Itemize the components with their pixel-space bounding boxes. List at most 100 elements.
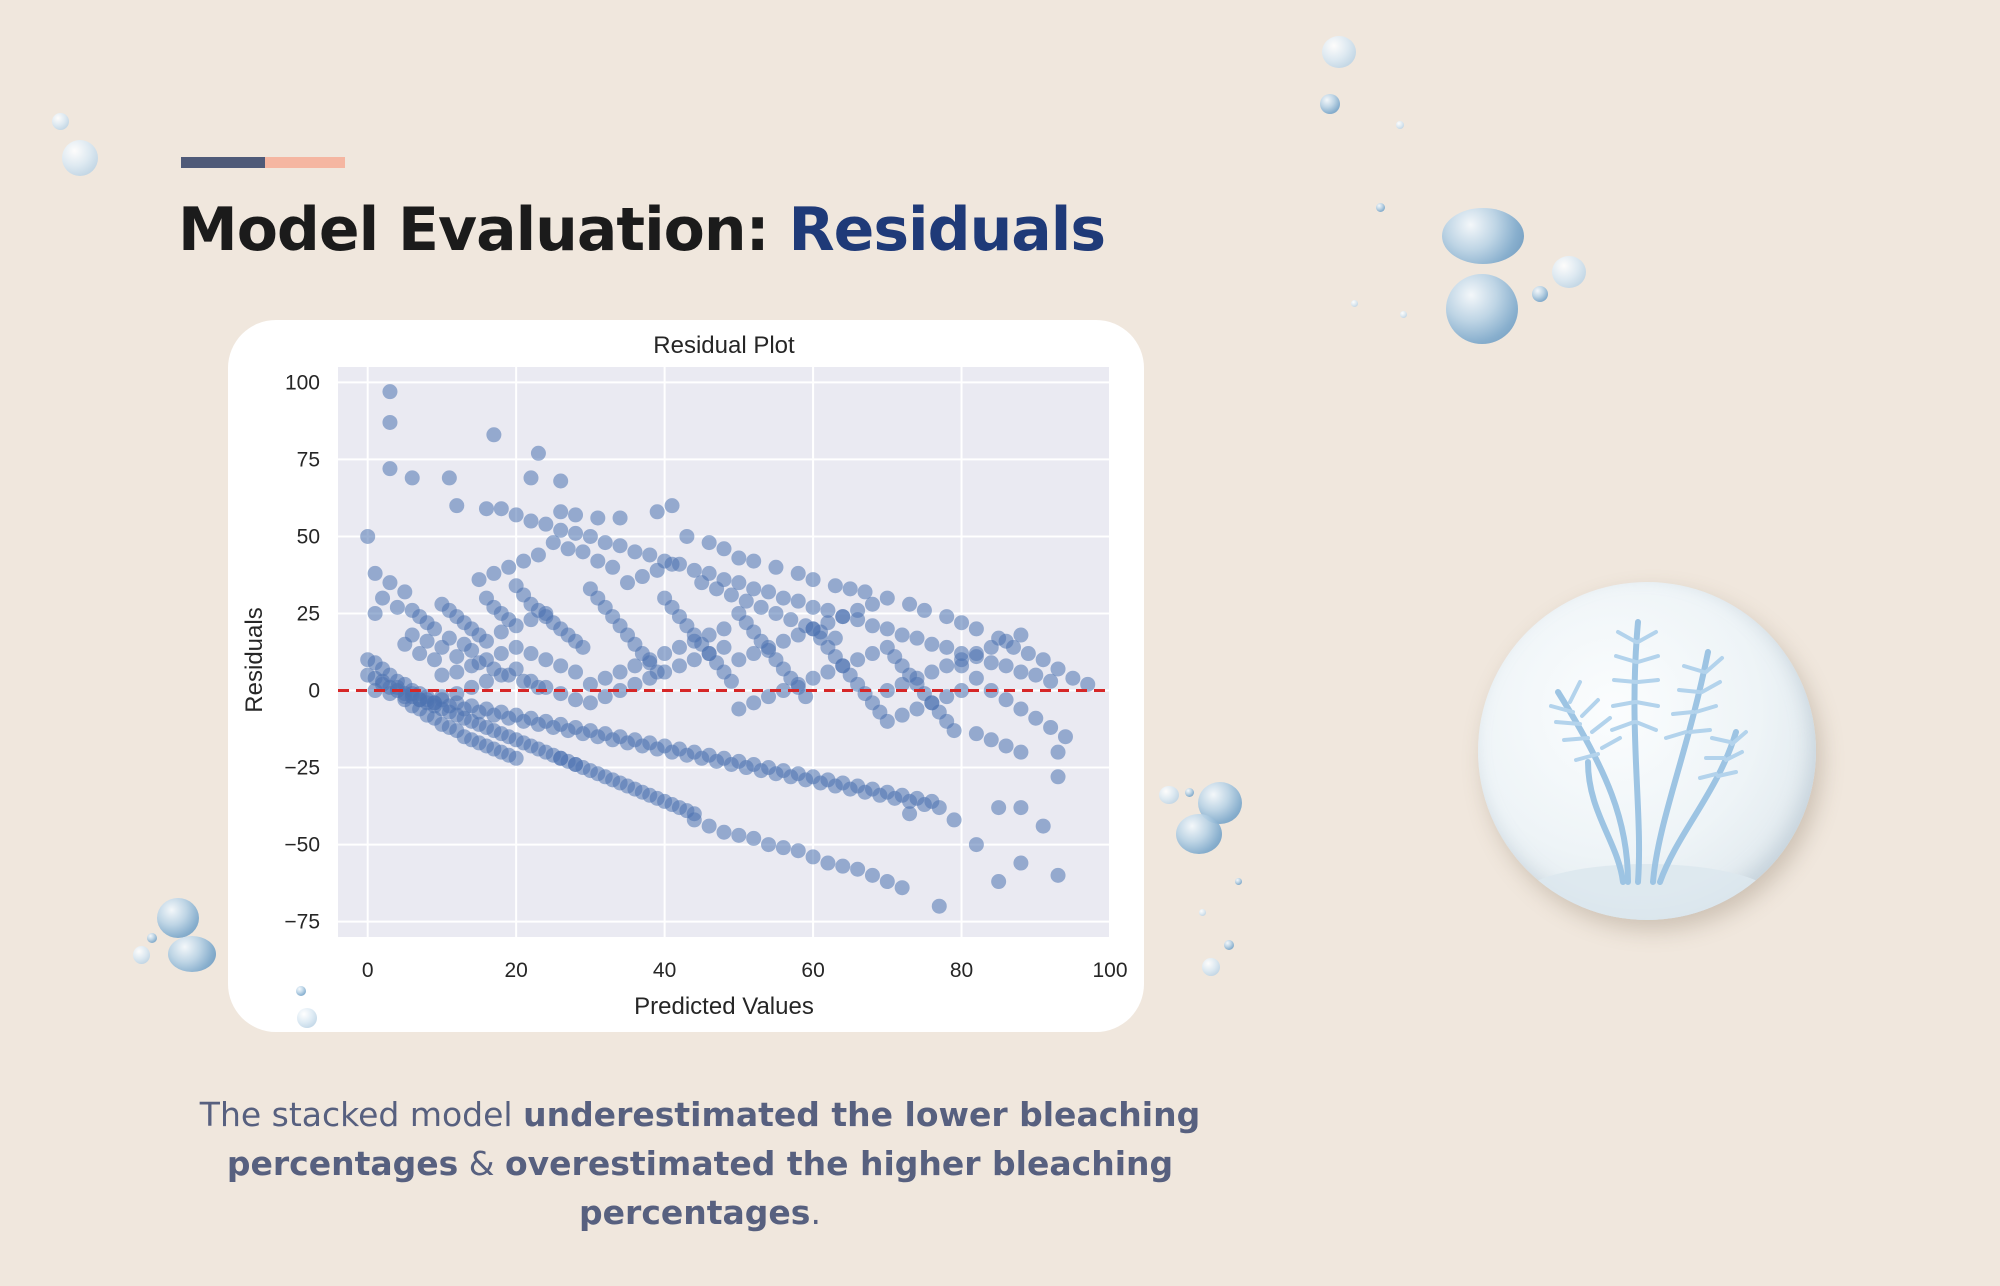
scatter-point — [798, 618, 814, 634]
scatter-point — [746, 646, 762, 662]
scatter-point — [790, 593, 806, 609]
water-droplet-icon — [1224, 940, 1234, 950]
scatter-point — [701, 535, 717, 551]
scatter-points — [360, 384, 1096, 914]
scatter-point — [590, 553, 606, 569]
x-tick-label: 40 — [653, 959, 676, 982]
scatter-point — [746, 581, 762, 597]
scatter-point — [612, 683, 628, 699]
scatter-point — [382, 575, 398, 591]
y-tick-labels: 100 75 50 25 0 −25 −50 −75 — [284, 371, 320, 933]
scatter-point — [879, 621, 895, 637]
scatter-point — [478, 673, 494, 689]
scatter-point — [939, 639, 955, 655]
caption-text-3: . — [810, 1193, 821, 1232]
scatter-point — [783, 612, 799, 628]
accent-bar-dark — [181, 157, 265, 168]
scatter-point — [649, 741, 665, 757]
water-droplet-icon — [296, 986, 306, 996]
scatter-point — [516, 553, 532, 569]
water-droplet-icon — [1235, 878, 1242, 885]
scatter-point — [553, 522, 569, 538]
scatter-point — [530, 679, 546, 695]
scatter-point — [894, 880, 910, 896]
scatter-point — [553, 686, 569, 702]
scatter-point — [716, 824, 732, 840]
scatter-point — [553, 658, 569, 674]
water-droplet-icon — [1185, 788, 1194, 797]
scatter-point — [412, 646, 428, 662]
scatter-point — [686, 812, 702, 828]
scatter-point — [1057, 729, 1073, 745]
scatter-point — [998, 658, 1014, 674]
scatter-point — [508, 750, 524, 766]
residual-plot-chart: 0 20 40 60 80 100 100 75 50 25 0 −25 −50 −75 Residua… — [241, 332, 1128, 1020]
scatter-point — [790, 843, 806, 859]
scatter-point — [590, 729, 606, 745]
x-tick-label: 100 — [1092, 959, 1127, 982]
water-droplet-icon — [147, 933, 157, 943]
x-tick-label: 20 — [504, 959, 527, 982]
y-tick-label: 100 — [285, 371, 320, 394]
scatter-point — [686, 562, 702, 578]
scatter-point — [627, 544, 643, 560]
scatter-point — [1043, 719, 1059, 735]
scatter-point — [493, 501, 509, 517]
scatter-point — [657, 664, 673, 680]
scatter-point — [649, 562, 665, 578]
scatter-point — [508, 507, 524, 523]
scatter-point — [902, 596, 918, 612]
scatter-point — [538, 516, 554, 532]
scatter-point — [404, 627, 420, 643]
scatter-point — [397, 584, 413, 600]
y-tick-label: 25 — [297, 602, 320, 625]
water-droplet-icon — [1552, 256, 1586, 288]
scatter-point — [694, 750, 710, 766]
scatter-point — [805, 849, 821, 865]
scatter-point — [516, 713, 532, 729]
scatter-point — [575, 544, 591, 560]
scatter-point — [909, 701, 925, 717]
scatter-point — [894, 707, 910, 723]
scatter-point — [568, 692, 584, 708]
water-droplet-icon — [1446, 274, 1518, 344]
scatter-point — [887, 790, 903, 806]
scatter-point — [523, 612, 539, 628]
scatter-point — [991, 800, 1007, 816]
scatter-point — [731, 827, 747, 843]
scatter-point — [523, 470, 539, 486]
scatter-point — [931, 800, 947, 816]
water-droplet-icon — [297, 1008, 317, 1028]
scatter-point — [805, 599, 821, 615]
scatter-point — [597, 670, 613, 686]
scatter-point — [768, 766, 784, 782]
scatter-point — [909, 670, 925, 686]
scatter-point — [1013, 744, 1029, 760]
scatter-point — [924, 636, 940, 652]
water-droplet-icon — [1322, 36, 1356, 68]
scatter-point — [686, 633, 702, 649]
scatter-point — [612, 538, 628, 554]
scatter-point — [709, 581, 725, 597]
scatter-point — [508, 618, 524, 634]
scatter-point — [553, 473, 569, 489]
scatter-point — [716, 541, 732, 557]
scatter-point — [761, 584, 777, 600]
water-droplet-icon — [1396, 121, 1404, 129]
scatter-point — [723, 756, 739, 772]
water-droplet-icon — [62, 140, 98, 176]
scatter-point — [968, 670, 984, 686]
scatter-point — [998, 692, 1014, 708]
scatter-point — [545, 719, 561, 735]
y-tick-label: 50 — [297, 525, 320, 548]
scatter-point — [501, 559, 517, 575]
scatter-point — [1028, 710, 1044, 726]
scatter-point — [924, 664, 940, 680]
scatter-point — [701, 627, 717, 643]
scatter-point — [471, 655, 487, 671]
water-droplet-icon — [1159, 786, 1179, 804]
scatter-point — [1035, 652, 1051, 668]
water-droplet-icon — [1532, 286, 1548, 302]
scatter-point — [382, 384, 398, 400]
scatter-point — [983, 639, 999, 655]
